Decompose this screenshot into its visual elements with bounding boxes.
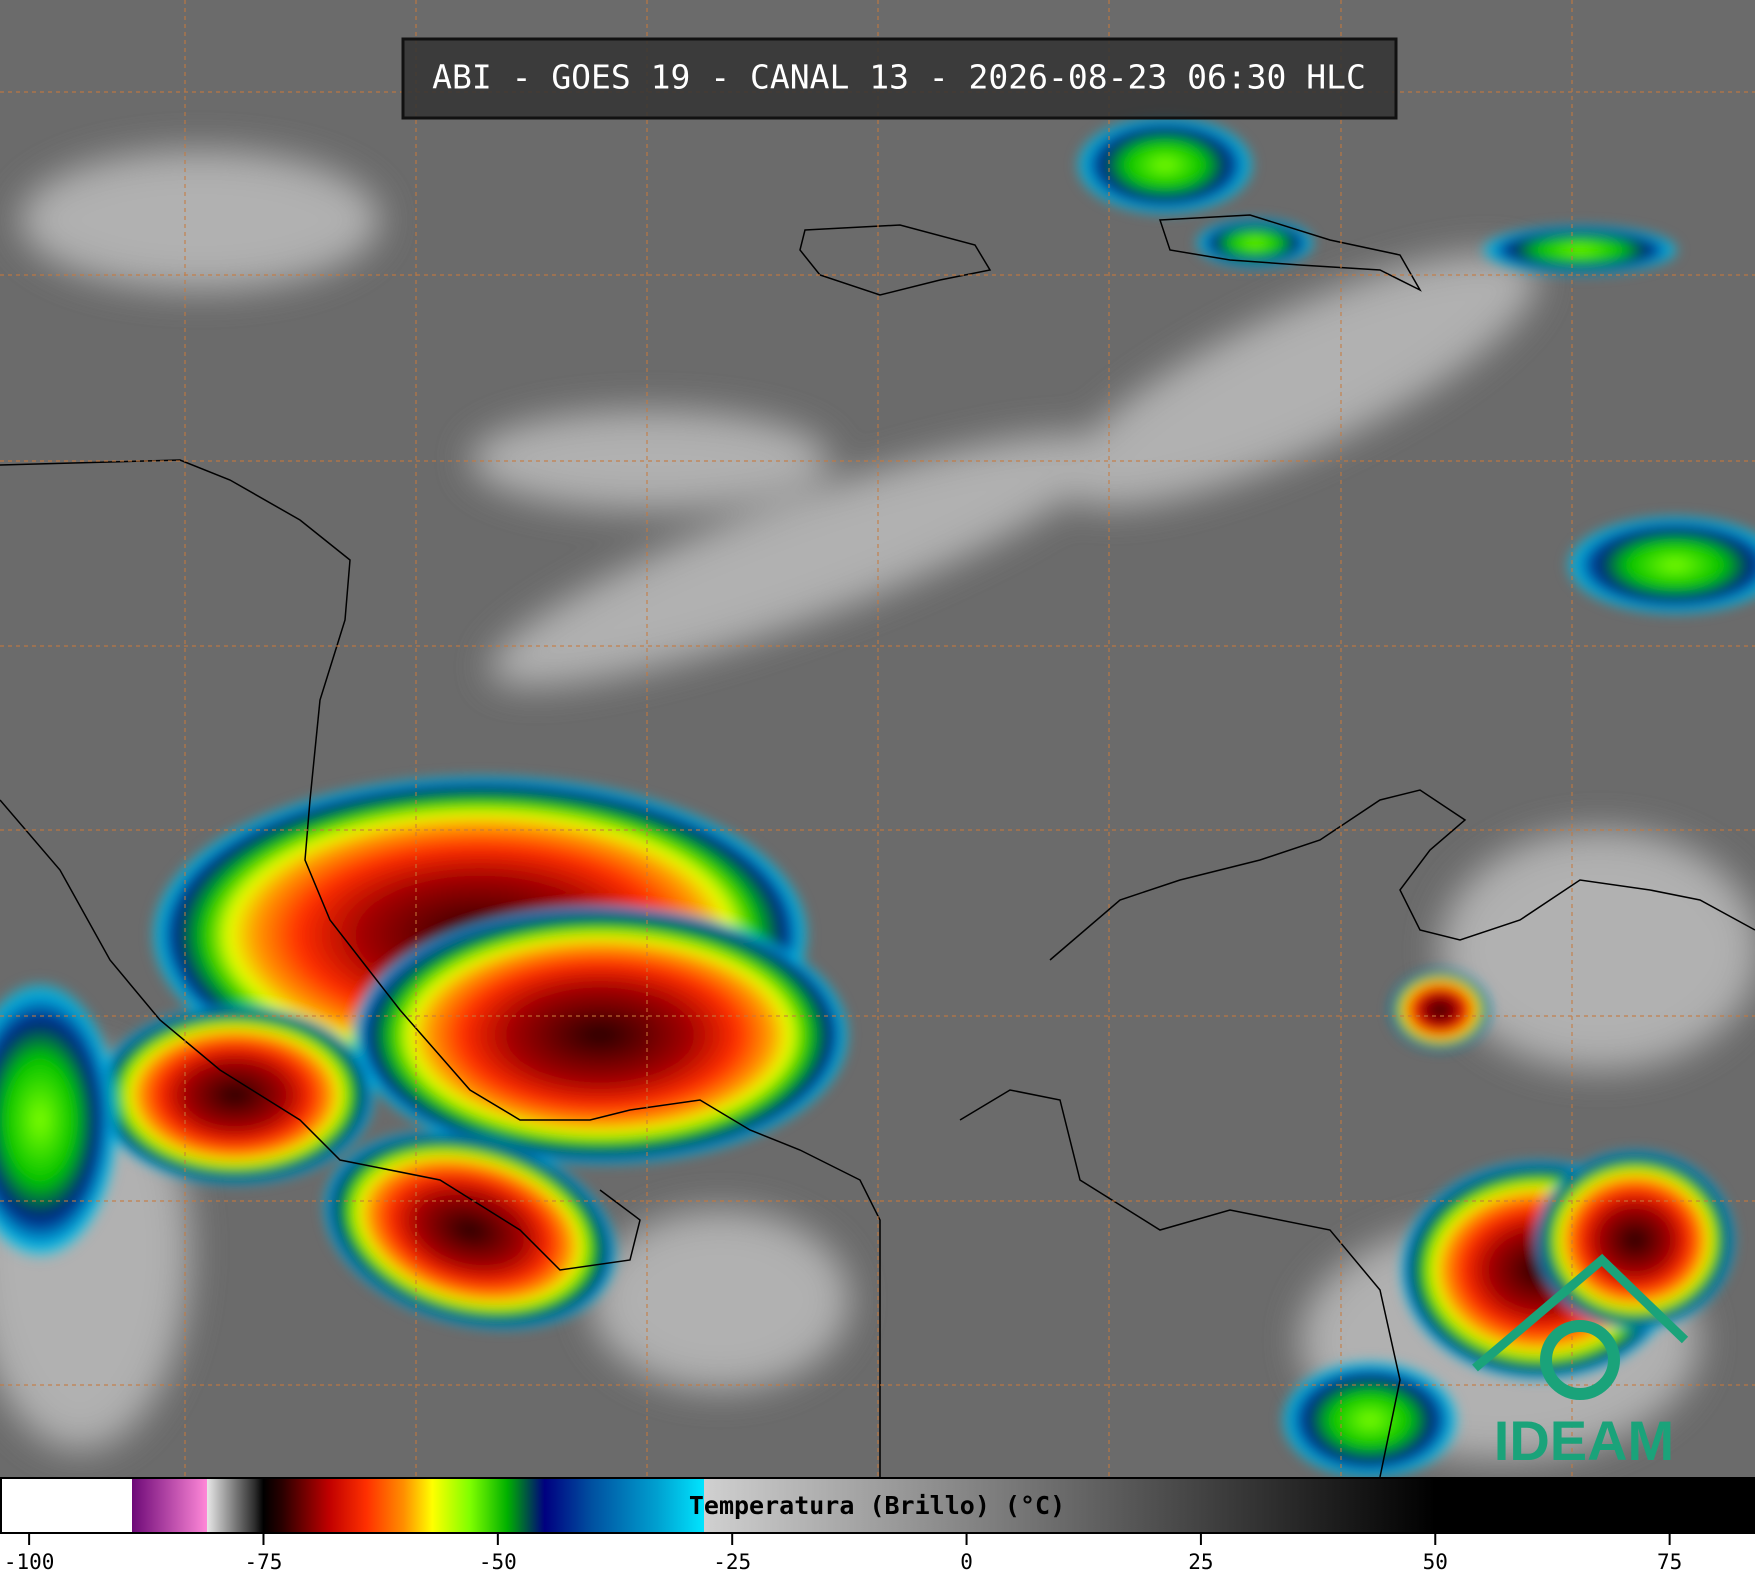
tick-label: -25 <box>713 1550 751 1574</box>
logo-text: IDEAM <box>1494 1409 1674 1472</box>
colorbar-label: Temperatura (Brillo) (°C) <box>689 1491 1065 1520</box>
tick-label: 50 <box>1423 1550 1448 1574</box>
tick-label: -75 <box>245 1550 283 1574</box>
logo: IDEAM <box>1472 1253 1689 1472</box>
tick-label: 75 <box>1657 1550 1682 1574</box>
tick-label: -100 <box>4 1550 55 1574</box>
title: ABI - GOES 19 - CANAL 13 - 2026-08-23 06… <box>432 58 1366 97</box>
tick-label: 0 <box>960 1550 973 1574</box>
title-box: ABI - GOES 19 - CANAL 13 - 2026-08-23 06… <box>401 37 1398 120</box>
tick-label: 25 <box>1188 1550 1213 1574</box>
colorbar: Temperatura (Brillo) (°C) -100 -75 -50 -25 0… <box>0 1477 1755 1577</box>
map-imagery <box>0 0 1755 1480</box>
tick-label: -50 <box>479 1550 517 1574</box>
